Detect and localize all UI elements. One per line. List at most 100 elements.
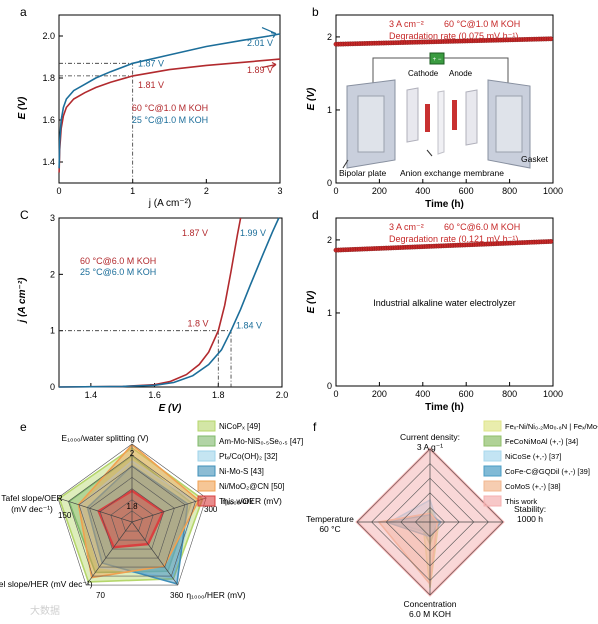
legend-swatch bbox=[483, 495, 502, 507]
x-tick-label: 2.0 bbox=[276, 390, 289, 400]
cathode-shape bbox=[425, 104, 430, 132]
caption-label: Industrial alkaline water electrolyzer bbox=[373, 298, 516, 308]
battery-sign: + − bbox=[433, 57, 442, 63]
x-tick-label: 0 bbox=[56, 186, 61, 196]
membrane-label: Anion exchange membrane bbox=[400, 168, 504, 178]
wire bbox=[372, 57, 509, 88]
cathode-label: Cathode bbox=[408, 69, 439, 78]
axis-label: E₁₀₀₀/water splitting (V) bbox=[61, 433, 148, 443]
y-tick-label: 1.4 bbox=[42, 157, 55, 167]
legend-entry: Feₓ-Ni/Ni₀.₂Mo₀.₈N | Feₓ/Mo-NiO [29] bbox=[505, 422, 598, 431]
anode-label: Anode bbox=[449, 69, 473, 78]
degradation-label: Degradation rate (0.075 mV h⁻¹) bbox=[389, 31, 518, 41]
annotation: 1.87 V bbox=[182, 228, 208, 238]
radar-spoke bbox=[85, 521, 133, 586]
legend-entry: NiCoSe (+,-) [37] bbox=[505, 452, 561, 461]
legend-swatch bbox=[483, 450, 502, 462]
panel-d: 0 200 400 600 800 1000 0 1 2 d E (V) Time (h) 3 A cm… bbox=[306, 208, 563, 413]
axis-label: Current density: bbox=[400, 432, 460, 442]
y-tick-label: 1 bbox=[327, 308, 332, 318]
panel-a: 0 1 2 3 1.4 1.6 1.8 2.0 a E (V) j (A cm⁻²) 60 °C@1.… bbox=[17, 5, 283, 209]
y-tick-label: 2 bbox=[327, 32, 332, 42]
condition-label: 3 A cm⁻² bbox=[389, 19, 424, 29]
radar-series-3 bbox=[86, 464, 189, 585]
legend-entry: CoMoS (+,-) [38] bbox=[505, 482, 561, 491]
panel-c: 1.4 1.6 1.8 2.0 0 1 2 3 Cj (A cm⁻²) E (V) 60 °C@6.… bbox=[17, 208, 288, 414]
guide-1 bbox=[59, 330, 232, 387]
panel-label-e: e bbox=[20, 420, 27, 434]
bipolar-label: Bipolar plate bbox=[339, 168, 387, 178]
plot-frame bbox=[58, 14, 281, 184]
x-tick-label: 400 bbox=[415, 389, 430, 399]
axis-tick: 1.8 bbox=[126, 502, 138, 511]
panel-label-c: C bbox=[20, 208, 29, 222]
plate-window bbox=[495, 95, 523, 153]
y-tick-label: 0 bbox=[327, 178, 332, 188]
x-tick-label: 3 bbox=[277, 186, 282, 196]
radar-series-0 bbox=[58, 446, 204, 583]
y-tick-label: 2 bbox=[327, 235, 332, 245]
plot-frame bbox=[58, 217, 283, 388]
series-line-0 bbox=[58, 217, 242, 388]
y-tick-label: 1 bbox=[50, 326, 55, 336]
legend-entry: This work bbox=[219, 497, 254, 506]
x-tick-label: 1.8 bbox=[212, 390, 225, 400]
axis-label: Tafel slope/OER bbox=[1, 493, 62, 503]
annotation: 1.89 V bbox=[247, 65, 273, 75]
x-tick-label: 800 bbox=[502, 186, 517, 196]
condition-label: 3 A cm⁻² bbox=[389, 222, 424, 232]
legend-entry: CoFe-C@GQDil (+,-) [39] bbox=[505, 467, 590, 476]
y-tick-label: 0 bbox=[327, 381, 332, 391]
axis-label: 1000 h bbox=[517, 514, 543, 524]
legend-swatch bbox=[197, 420, 216, 432]
plot-frame bbox=[335, 217, 554, 387]
arrow-icon bbox=[261, 61, 277, 69]
series-line-1 bbox=[58, 217, 280, 388]
series-line-1 bbox=[58, 33, 281, 169]
anode-shape bbox=[452, 100, 457, 130]
legend-swatch bbox=[483, 465, 502, 477]
legend-entry: 25 °C@1.0 M KOH bbox=[132, 115, 208, 125]
y-tick-label: 1 bbox=[327, 105, 332, 115]
y-axis-label: E (V) bbox=[306, 290, 317, 313]
annotation: 1.8 V bbox=[187, 319, 208, 329]
x-axis-label: E (V) bbox=[159, 403, 182, 414]
legend-swatch bbox=[483, 480, 502, 492]
axis-label: Concentration bbox=[404, 599, 457, 609]
panel-f: f Current density:3 A g⁻¹ Stability:1000 h… bbox=[306, 420, 598, 619]
legend-entry: This work bbox=[505, 497, 537, 506]
membrane-shape bbox=[437, 90, 445, 155]
radar-grid bbox=[68, 454, 196, 577]
x-tick-label: 600 bbox=[459, 186, 474, 196]
axis-label: 3 A g⁻¹ bbox=[417, 442, 443, 452]
radar-spoke bbox=[57, 497, 133, 523]
radar-grid bbox=[121, 510, 143, 532]
panel-e: e E₁₀₀₀/water splitting (V) 2 1.8 η₁₀₀₀/OER … bbox=[0, 420, 303, 600]
x-tick-label: 1.4 bbox=[85, 390, 98, 400]
y-tick-label: 1.6 bbox=[42, 115, 55, 125]
annotation: 1.84 V bbox=[236, 321, 262, 331]
x-tick-label: 1000 bbox=[543, 389, 563, 399]
data-point bbox=[548, 36, 554, 42]
x-tick-label: 600 bbox=[459, 389, 474, 399]
x-tick-label: 1.6 bbox=[148, 390, 161, 400]
x-tick-label: 200 bbox=[372, 389, 387, 399]
x-tick-label: 800 bbox=[502, 389, 517, 399]
radar-spoke bbox=[131, 521, 179, 586]
radar-series-5 bbox=[97, 489, 165, 549]
x-axis-label: Time (h) bbox=[425, 199, 464, 210]
y-tick-label: 3 bbox=[50, 213, 55, 223]
radar-grid bbox=[99, 488, 165, 550]
axis-label: η₁₀₀₀/OER (mV) bbox=[222, 496, 282, 506]
legend-entry: Am-Mo-NiS₀.₅Se₀.₅ [47] bbox=[219, 437, 303, 446]
axis-label: 6.0 M KOH bbox=[409, 609, 451, 619]
gasket-shape bbox=[406, 87, 419, 143]
radar-grid bbox=[78, 465, 186, 568]
legend-entry: Ni/MoO₂@CN [50] bbox=[219, 482, 284, 491]
legend-entry: FeCoNiMoAl (+,-) [34] bbox=[505, 437, 578, 446]
y-axis-label: j (A cm⁻²) bbox=[17, 277, 28, 325]
degradation-label: Degradation rate (0.121 mV h⁻¹) bbox=[389, 234, 518, 244]
radar-series-4 bbox=[77, 443, 200, 579]
annotation: 1.99 V bbox=[240, 228, 266, 238]
